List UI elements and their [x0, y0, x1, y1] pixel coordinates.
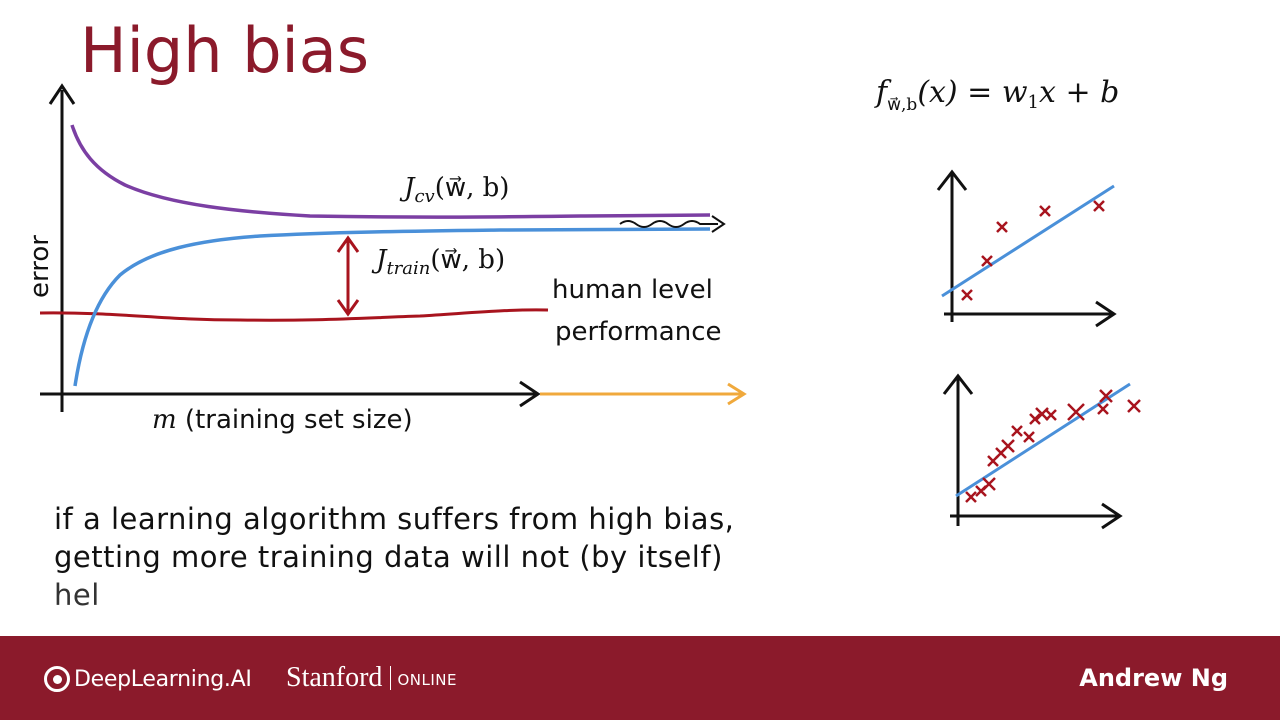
- small-plot-few-examples: [936, 169, 1117, 328]
- model-formula: fw⃗,b(x) = w1x + b: [874, 75, 1119, 115]
- squiggle-arrowhead: [711, 215, 726, 233]
- x-axis-text: (training set size): [177, 405, 413, 435]
- slide-drawing: error m (training set size) Jcv(w⃗, b) J…: [25, 75, 1141, 530]
- x-axis-label: m (training set size): [152, 405, 413, 435]
- left-chart: error m (training set size) Jcv(w⃗, b) J…: [25, 83, 747, 435]
- jtrain-curve: [73, 227, 711, 387]
- university-suffix: ONLINE: [397, 671, 457, 689]
- x-axis-var: m: [152, 405, 177, 435]
- body-line-1: if a learning algorithm suffers from hig…: [54, 502, 735, 536]
- formula-tail: x + b: [1039, 75, 1119, 110]
- presenter-name: Andrew Ng: [1079, 664, 1228, 692]
- gap-arrow-top: [336, 235, 360, 253]
- formula-w-subscript: 1: [1028, 92, 1039, 113]
- body-text: if a learning algorithm suffers from hig…: [54, 500, 734, 614]
- small-plot-many-examples: [942, 373, 1141, 530]
- jtrain-subscript: train: [386, 258, 430, 279]
- jtrain-args: (w⃗, b): [430, 245, 505, 275]
- gap-arrow-bottom: [336, 299, 360, 317]
- plot2-fit-line: [955, 382, 1131, 498]
- jtrain-label: Jtrain(w⃗, b): [371, 245, 505, 279]
- footer-bar: DeepLearning.AI Stanford ONLINE Andrew N…: [0, 636, 1280, 720]
- y-axis-label: error: [25, 235, 55, 298]
- brand-name: DeepLearning.AI: [74, 666, 252, 692]
- university-name: Stanford: [286, 662, 383, 693]
- slide-title: High bias: [80, 14, 370, 87]
- plot1-data-points: [961, 200, 1105, 301]
- formula-body: (x) = w: [917, 75, 1028, 110]
- plot1-y-arrowhead: [936, 169, 968, 191]
- body-line-2: getting more training data will not (by …: [54, 540, 723, 574]
- human-level-line: [39, 308, 549, 322]
- plot1-fit-line: [941, 184, 1115, 298]
- jcv-subscript: cv: [414, 186, 434, 207]
- jtrain-symbol: J: [371, 245, 388, 275]
- plot2-data-points: [965, 389, 1141, 503]
- deeplearning-logo: DeepLearning.AI: [44, 666, 252, 692]
- jcv-args: (w⃗, b): [435, 173, 510, 203]
- stanford-online-logo: Stanford ONLINE: [286, 662, 457, 694]
- convergence-squiggle: [619, 220, 718, 228]
- human-level-label-line2: performance: [555, 317, 722, 347]
- formula-subscript: w⃗,b: [887, 95, 917, 115]
- body-line-3: hel: [54, 578, 100, 612]
- jcv-curve: [70, 124, 711, 219]
- plot2-y-arrowhead: [942, 373, 974, 395]
- deeplearning-logo-icon: [44, 666, 70, 692]
- jcv-label: Jcv(w⃗, b): [399, 173, 509, 207]
- left-y-arrowhead: [48, 83, 76, 105]
- plot1-x-arrowhead: [1095, 300, 1117, 328]
- plot2-x-arrowhead: [1101, 502, 1123, 530]
- human-level-label-line1: human level: [552, 275, 713, 305]
- x-axis-extension-arrowhead: [727, 382, 747, 406]
- left-x-arrowhead: [519, 380, 541, 408]
- logo-divider: [390, 666, 392, 690]
- jcv-symbol: J: [399, 173, 416, 203]
